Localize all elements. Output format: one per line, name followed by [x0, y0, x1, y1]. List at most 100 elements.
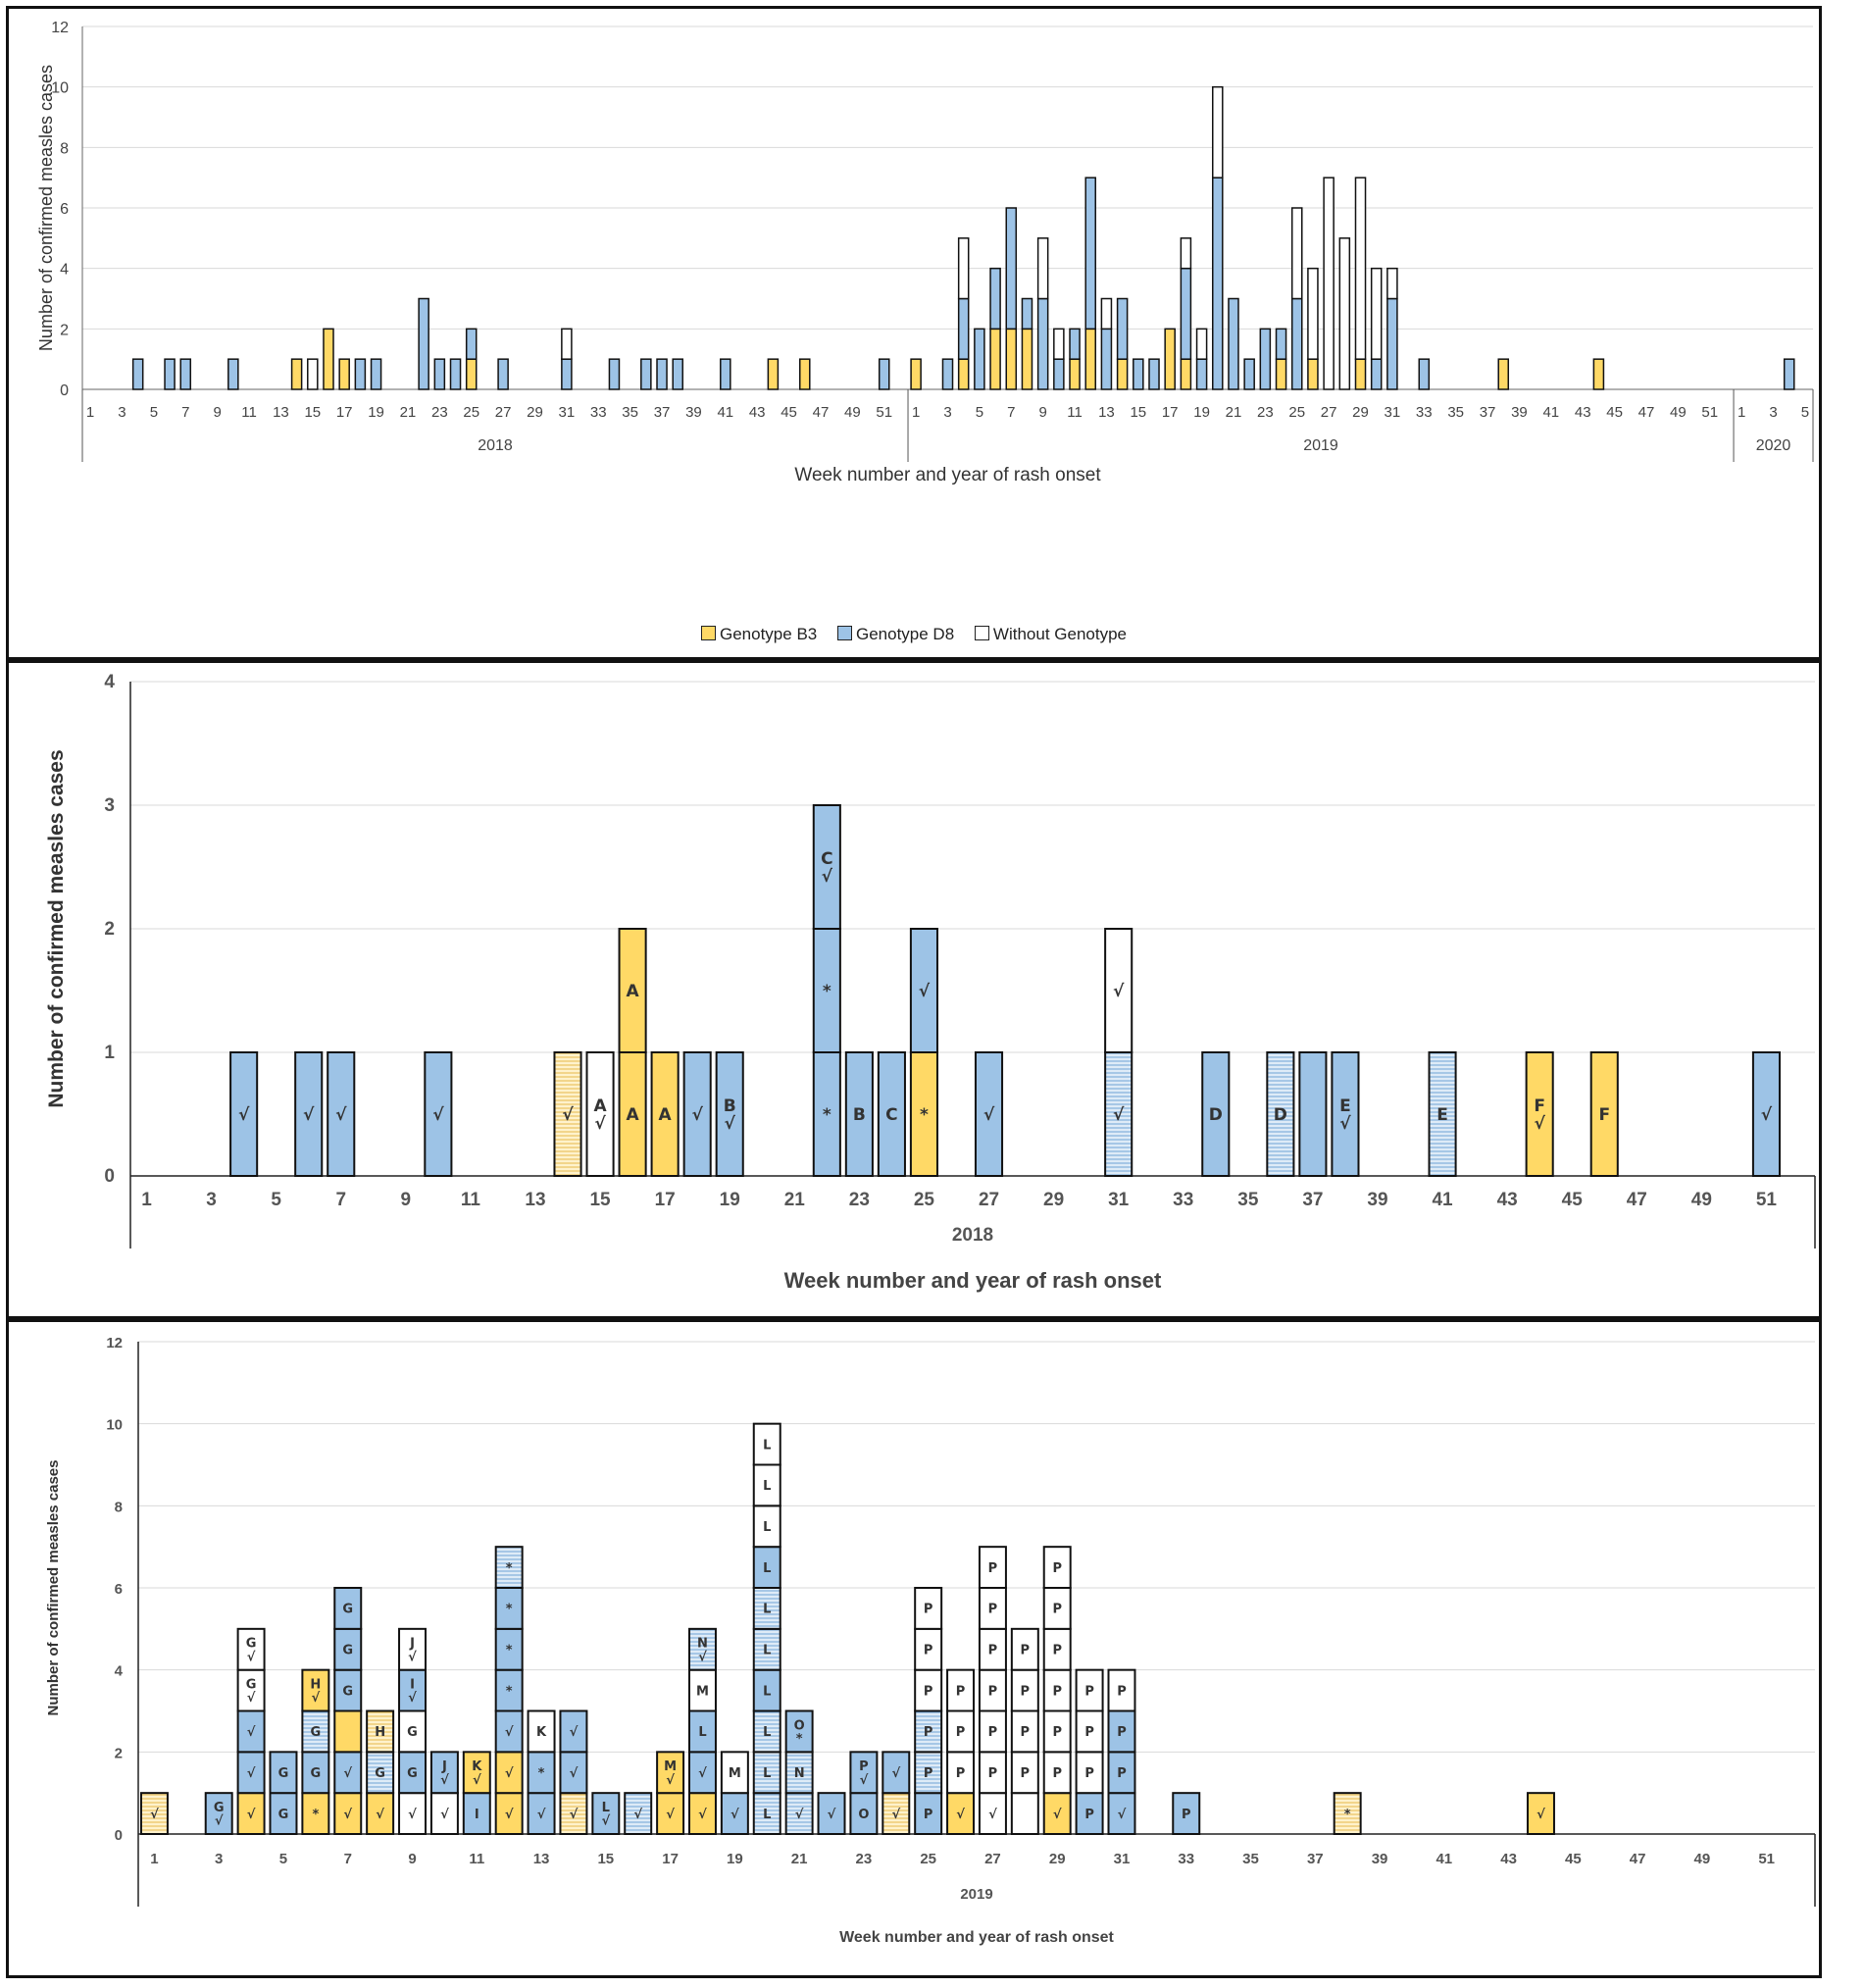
case-block-d8: [849, 1751, 879, 1795]
case-block-d8: [333, 1587, 363, 1630]
y-axis-title: Number of confirmed measles cases: [45, 749, 68, 1107]
case-label: G: [246, 1677, 257, 1692]
bar-segment-none: [1354, 177, 1367, 360]
case-block-none: [1042, 1709, 1072, 1754]
case-block-b3: [1526, 1792, 1555, 1835]
bar-segment-b3: [989, 328, 1001, 390]
bar-segment-b3: [1005, 328, 1018, 390]
case-label: √: [505, 1808, 514, 1822]
bar-segment-d8: [989, 267, 1001, 331]
x-tick-label: 27: [495, 404, 512, 421]
case-label: L: [763, 1725, 771, 1740]
legend-swatch-none: [974, 626, 989, 640]
case-label: √: [238, 1105, 250, 1125]
x-tick-label: 35: [1237, 1190, 1259, 1210]
x-tick-label: 9: [1038, 404, 1046, 421]
bar-segment-b3: [1069, 358, 1081, 390]
x-tick-label: 3: [943, 404, 951, 421]
x-tick-label: 3: [1769, 404, 1777, 421]
case-label: H: [375, 1725, 385, 1740]
legend-label-none: Without Genotype: [992, 625, 1127, 643]
x-tick-label: 15: [1130, 404, 1146, 421]
bar-segment-d8: [1386, 297, 1398, 390]
case-block-none: [585, 1051, 615, 1177]
case-label: √: [247, 1766, 256, 1781]
case-label: P: [1084, 1766, 1094, 1781]
case-label: √: [666, 1773, 675, 1788]
case-block-d8: [877, 1051, 906, 1177]
x-tick-label: 1: [141, 1190, 152, 1210]
x-tick-label: 17: [1162, 404, 1179, 421]
y-tick-label: 4: [60, 262, 69, 279]
x-tick-label: 31: [559, 404, 576, 421]
case-label: √: [601, 1814, 610, 1829]
x-tick-label: 3: [118, 404, 126, 421]
case-label: √: [633, 1808, 642, 1822]
case-block-none: [1104, 928, 1134, 1053]
case-label: √: [692, 1105, 704, 1125]
case-label: P: [1052, 1643, 1062, 1657]
bar-segment-d8: [1180, 267, 1192, 360]
y-tick-label: 12: [51, 20, 69, 36]
bar-segment-d8: [878, 358, 890, 390]
case-block-d8: [624, 1792, 653, 1835]
case-block-d8: [752, 1668, 781, 1712]
case-block-b3: [139, 1792, 169, 1835]
case-block-d8: [1201, 1051, 1231, 1177]
x-tick-label: 11: [461, 1190, 481, 1210]
case-label: √: [666, 1808, 675, 1822]
case-label: √: [730, 1808, 739, 1822]
x-tick-label: 33: [1178, 1851, 1194, 1867]
case-label: P: [1052, 1684, 1062, 1699]
case-block-d8: [494, 1587, 524, 1630]
y-tick-label: 8: [115, 1499, 123, 1515]
case-label: C: [821, 849, 832, 869]
case-label: √: [440, 1773, 449, 1788]
case-block-none: [946, 1751, 976, 1795]
case-label: *: [1344, 1808, 1351, 1822]
case-block-none: [946, 1668, 976, 1712]
case-block-d8: [752, 1546, 781, 1590]
bar-segment-b3: [1084, 328, 1097, 390]
year-label: 2018: [952, 1225, 993, 1246]
case-block-none: [978, 1546, 1007, 1590]
y-tick-label: 10: [106, 1417, 123, 1434]
x-tick-label: 17: [662, 1851, 679, 1867]
x-tick-label: 29: [1049, 1851, 1066, 1867]
bar-segment-b3: [465, 358, 478, 390]
bar-segment-d8: [656, 358, 668, 390]
x-tick-label: 23: [431, 404, 448, 421]
y-tick-label: 10: [51, 80, 69, 97]
case-label: P: [1084, 1684, 1094, 1699]
x-tick-label: 21: [1226, 404, 1242, 421]
case-label: L: [763, 1766, 771, 1781]
case-label: *: [506, 1603, 513, 1617]
case-label: √: [594, 1114, 606, 1134]
bar-segment-d8: [1212, 177, 1224, 390]
case-block-d8: [269, 1751, 298, 1795]
bar-segment-d8: [608, 358, 621, 390]
case-label: P: [988, 1603, 998, 1617]
x-tick-label: 47: [1638, 404, 1655, 421]
x-axis-title: Week number and year of rash onset: [839, 1929, 1114, 1946]
case-block-none: [1010, 1751, 1039, 1795]
bar-segment-none: [307, 358, 319, 390]
x-tick-label: 23: [849, 1190, 870, 1210]
x-tick-label: 1: [912, 404, 920, 421]
case-block-d8: [527, 1751, 556, 1795]
bar-segment-d8: [561, 358, 573, 390]
bar-segment-d8: [433, 358, 446, 390]
case-label: G: [278, 1808, 289, 1822]
case-label: P: [988, 1684, 998, 1699]
chart-legend: Genotype B3 Genotype D8 Without Genotype: [9, 625, 1819, 644]
case-block-d8: [1104, 1051, 1134, 1177]
case-block-b3: [1525, 1051, 1554, 1177]
case-label: N: [697, 1637, 708, 1652]
x-tick-label: 39: [1372, 1851, 1388, 1867]
case-label: H: [310, 1677, 321, 1692]
case-label: G: [342, 1643, 353, 1657]
x-tick-label: 25: [914, 1190, 935, 1210]
case-label: P: [924, 1725, 933, 1740]
bar-segment-d8: [164, 358, 176, 390]
